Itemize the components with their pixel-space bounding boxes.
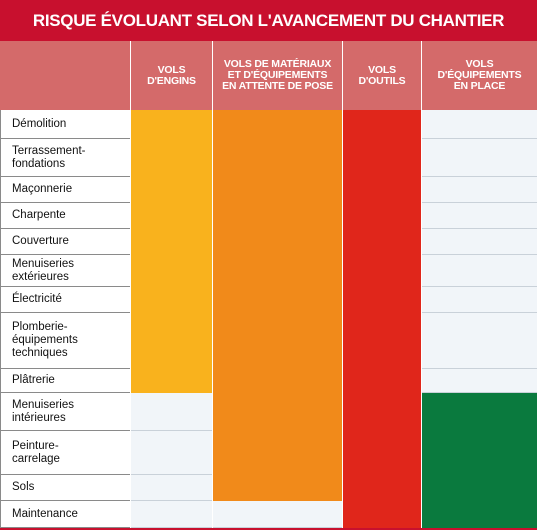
risk-cell-blank [422,203,537,229]
risk-cell-blank [422,369,537,393]
risk-cell-red [343,203,421,229]
risk-cell-blank [422,110,537,139]
risk-cell-red [343,139,421,177]
row-label: Menuiseries extérieures [0,255,130,287]
risk-cell-green [422,431,537,475]
risk-cell-blank [131,501,212,528]
risk-cell-red [343,431,421,475]
risk-cell-blank [422,287,537,313]
risk-cell-red [343,177,421,203]
column-header-vols-materiaux: VOLS DE MATÉRIAUX ET D'ÉQUIPEMENTS EN AT… [222,58,333,92]
risk-cell-blank [422,313,537,369]
risk-cell-orange [213,255,342,287]
header-band [0,41,537,110]
risk-cell-orange [213,475,342,501]
risk-cell-blank [131,393,212,431]
risk-cell-blank [131,431,212,475]
risk-cell-yellow [131,229,212,255]
risk-cell-yellow [131,313,212,369]
risk-cell-green [422,393,537,431]
risk-cell-orange [213,313,342,369]
row-label: Sols [0,475,130,501]
risk-cell-yellow [131,255,212,287]
risk-cell-green [422,475,537,501]
column-divider [342,41,343,530]
risk-cell-red [343,313,421,369]
risk-cell-yellow [131,287,212,313]
risk-cell-orange [213,287,342,313]
risk-cell-yellow [131,203,212,229]
risk-cell-orange [213,393,342,431]
risk-cell-orange [213,203,342,229]
risk-cell-green [422,501,537,528]
row-label: Plomberie- équipements techniques [0,313,130,369]
table-title: RISQUE ÉVOLUANT SELON L'AVANCEMENT DU CH… [0,0,537,41]
risk-cell-blank [422,255,537,287]
risk-cell-orange [213,229,342,255]
risk-cell-orange [213,110,342,139]
risk-cell-orange [213,139,342,177]
risk-cell-blank [213,501,342,528]
column-divider [212,41,213,530]
row-label: Peinture- carrelage [0,431,130,475]
risk-cell-red [343,229,421,255]
row-label: Couverture [0,229,130,255]
risk-cell-yellow [131,139,212,177]
left-rule [0,110,1,530]
column-header-vols-engins: VOLS D'ENGINS [147,63,196,87]
risk-cell-blank [422,177,537,203]
risk-cell-orange [213,431,342,475]
risk-cell-blank [422,139,537,177]
risk-cell-blank [422,229,537,255]
risk-cell-orange [213,369,342,393]
risk-cell-yellow [131,110,212,139]
row-label: Menuiseries intérieures [0,393,130,431]
row-label: Maintenance [0,501,130,528]
row-label: Maçonnerie [0,177,130,203]
risk-cell-orange [213,177,342,203]
risk-cell-blank [131,475,212,501]
column-divider [130,41,131,530]
risk-cell-yellow [131,177,212,203]
risk-cell-red [343,501,421,528]
risk-cell-red [343,110,421,139]
row-label: Terrassement- fondations [0,139,130,177]
row-label: Électricité [0,287,130,313]
risk-cell-red [343,369,421,393]
bottom-rule [0,528,537,530]
column-header-vols-equipements: VOLS D'ÉQUIPEMENTS EN PLACE [437,58,522,92]
row-label: Démolition [0,110,130,139]
risk-cell-red [343,475,421,501]
column-divider [421,41,422,530]
row-label: Plâtrerie [0,369,130,393]
column-header-vols-outils: VOLS D'OUTILS [358,63,406,87]
risk-cell-yellow [131,369,212,393]
row-label: Charpente [0,203,130,229]
risk-cell-red [343,287,421,313]
risk-cell-red [343,393,421,431]
risk-cell-red [343,255,421,287]
